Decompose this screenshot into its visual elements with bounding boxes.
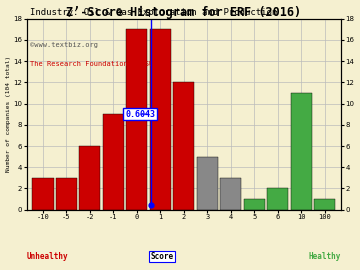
Title: Z’-Score Histogram for ERF (2016): Z’-Score Histogram for ERF (2016) xyxy=(66,6,301,19)
Bar xyxy=(244,199,265,210)
Bar xyxy=(56,178,77,210)
Bar xyxy=(32,178,54,210)
Text: The Research Foundation of SUNY: The Research Foundation of SUNY xyxy=(30,61,161,67)
Bar xyxy=(267,188,288,210)
Bar xyxy=(220,178,242,210)
Bar xyxy=(79,146,100,210)
Text: Industry: Oil & Gas Exploration and Production: Industry: Oil & Gas Exploration and Prod… xyxy=(30,8,277,17)
Bar xyxy=(314,199,336,210)
Bar xyxy=(173,82,194,210)
Text: ©www.textbiz.org: ©www.textbiz.org xyxy=(30,42,98,48)
Bar xyxy=(197,157,218,210)
Bar xyxy=(103,114,124,210)
Text: Healthy: Healthy xyxy=(309,252,341,261)
Bar xyxy=(126,29,148,210)
Text: 0.6043: 0.6043 xyxy=(125,110,155,119)
Text: Score: Score xyxy=(150,252,174,261)
Text: Unhealthy: Unhealthy xyxy=(27,252,68,261)
Bar xyxy=(291,93,312,210)
Bar xyxy=(150,29,171,210)
Y-axis label: Number of companies (104 total): Number of companies (104 total) xyxy=(5,56,10,172)
